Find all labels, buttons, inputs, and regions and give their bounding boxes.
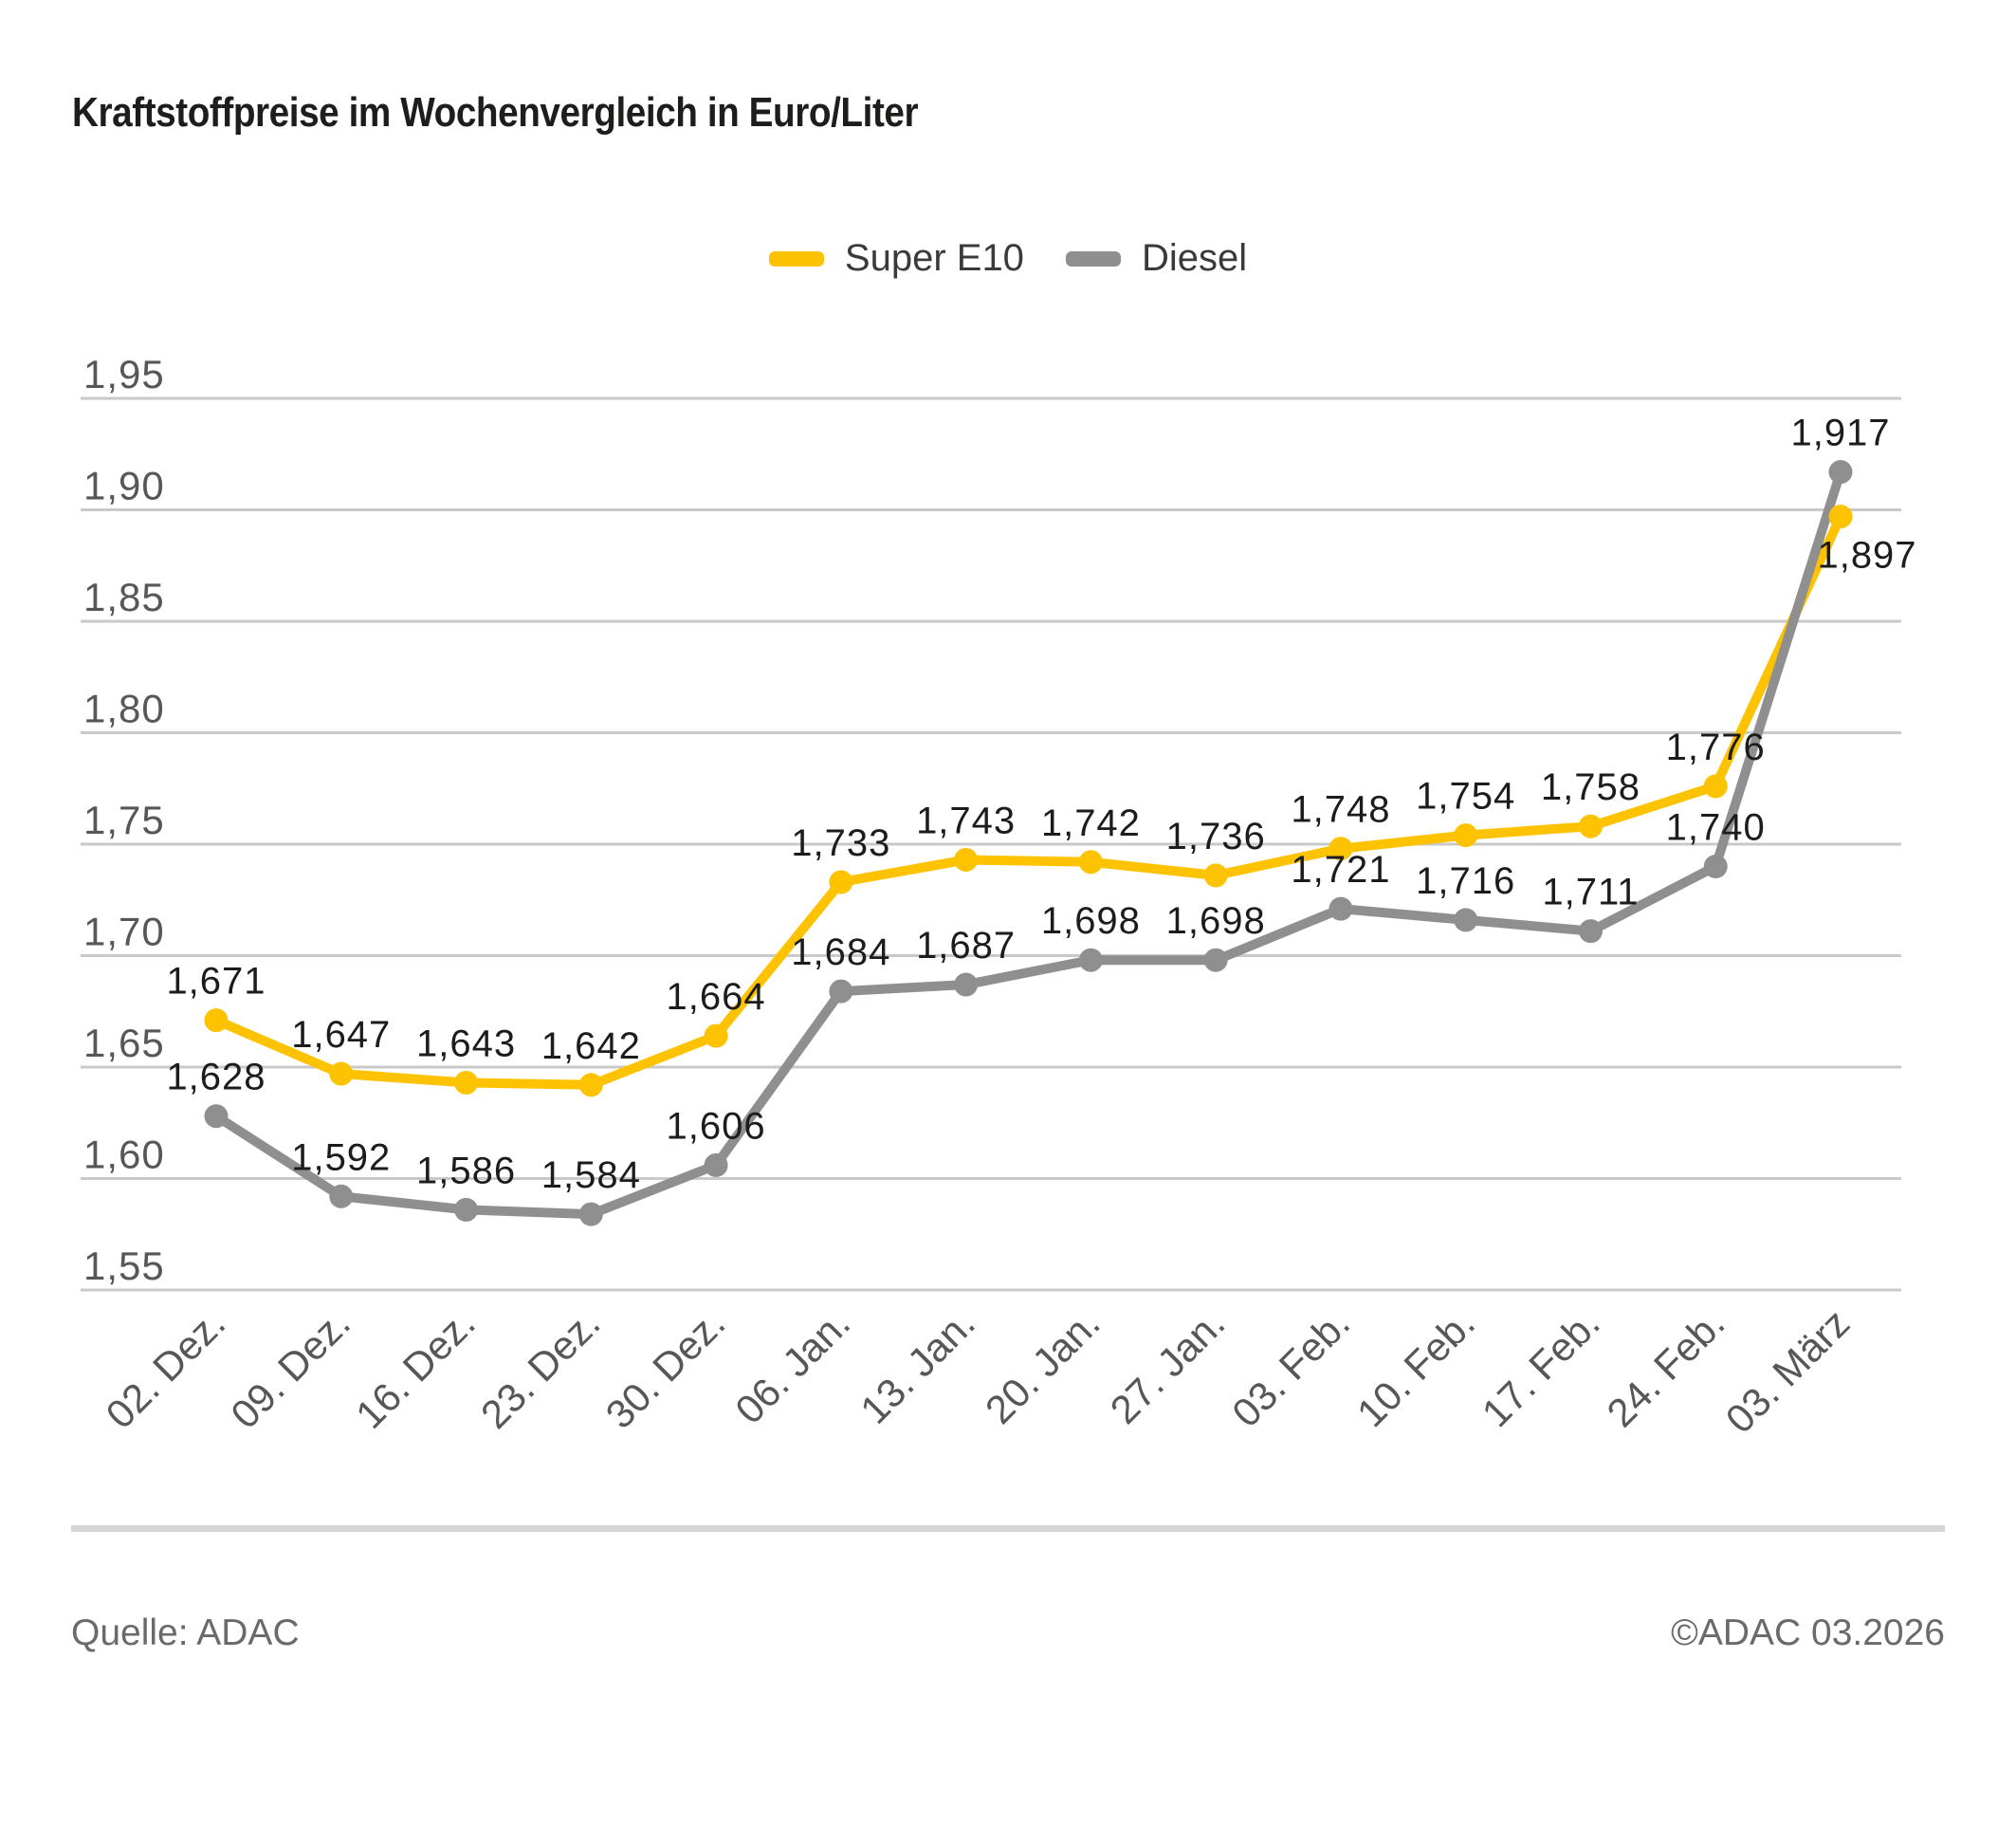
y-tick-label: 1,95 (83, 352, 165, 396)
footer-source: Quelle: ADAC (71, 1612, 300, 1653)
super-e10-value-label: 1,776 (1666, 727, 1766, 768)
diesel-line (211, 467, 1846, 1220)
chart-title-text: Kraftstoffpreise im Wochenvergleich in E… (72, 89, 919, 136)
diesel-value-label: 1,917 (1790, 413, 1890, 454)
super-e10-marker (454, 1070, 479, 1095)
diesel-value-label: 1,698 (1041, 900, 1141, 942)
diesel-marker (1454, 908, 1478, 932)
x-tick-label: 03. März (1717, 1300, 1859, 1442)
super-e10-marker (329, 1061, 354, 1086)
y-tick-label: 1,75 (83, 798, 165, 842)
x-tick-label: 30. Dez. (597, 1300, 734, 1437)
diesel-marker (1203, 948, 1228, 972)
diesel-value-label: 1,586 (416, 1150, 516, 1191)
super-e10-value-label: 1,743 (916, 800, 1016, 841)
super-e10-marker (204, 1008, 229, 1033)
diesel-value-label: 1,628 (166, 1057, 266, 1098)
super-e10-value-label: 1,671 (166, 961, 266, 1003)
diesel-value-label: 1,711 (1542, 872, 1639, 913)
diesel-marker (1078, 948, 1103, 972)
legend-swatch-diesel-icon (1065, 250, 1121, 267)
diesel-marker (954, 972, 979, 997)
diesel-marker (1578, 919, 1603, 944)
super-e10-marker (1078, 850, 1103, 875)
legend-label-diesel: Diesel (1141, 237, 1248, 279)
y-tick-label: 1,60 (83, 1133, 165, 1177)
x-tick-label: 10. Feb. (1348, 1300, 1483, 1435)
x-tick-label: 09. Dez. (222, 1300, 358, 1437)
super-e10-marker (1454, 823, 1478, 848)
super-e10-value-label: 1,733 (791, 822, 890, 864)
diesel-value-label: 1,606 (667, 1105, 766, 1147)
super-e10-value-label: 1,647 (291, 1014, 391, 1056)
super-e10-marker (704, 1023, 728, 1048)
super-e10-value-label: 1,643 (416, 1023, 516, 1064)
x-tick-label: 06. Jan. (726, 1300, 858, 1432)
legend-item-super-e10: Super E10 (768, 237, 1024, 280)
legend-label-super-e10: Super E10 (844, 237, 1024, 279)
x-tick-label: 24. Feb. (1598, 1300, 1732, 1435)
super-e10-value-label: 1,736 (1166, 816, 1266, 857)
diesel-value-label: 1,740 (1666, 807, 1766, 849)
diesel-value-label: 1,716 (1416, 860, 1515, 902)
super-e10-marker (1578, 814, 1603, 838)
x-tick-label: 13. Jan. (852, 1300, 983, 1432)
x-tick-label: 03. Feb. (1223, 1300, 1358, 1435)
super-e10-marker (1703, 774, 1728, 799)
diesel-value-label: 1,684 (791, 931, 890, 973)
super-e10-marker (1203, 863, 1228, 888)
super-e10-value-label: 1,642 (541, 1025, 641, 1067)
diesel-value-label: 1,687 (916, 925, 1016, 967)
y-tick-label: 1,55 (83, 1244, 165, 1288)
diesel-marker (204, 1104, 229, 1129)
diesel-marker (829, 979, 853, 1004)
super-e10-value-label: 1,758 (1541, 766, 1640, 808)
super-e10-value-label: 1,748 (1291, 789, 1390, 831)
diesel-value-label: 1,698 (1166, 900, 1266, 942)
diesel-marker (454, 1197, 479, 1222)
super-e10-value-label: 1,742 (1041, 802, 1141, 844)
x-tick-label: 27. Jan. (1102, 1300, 1234, 1432)
legend-swatch-super-e10-icon (768, 250, 824, 267)
y-tick-label: 1,70 (83, 910, 165, 954)
y-tick-label: 1,90 (83, 464, 165, 508)
super-e10-marker (1329, 837, 1353, 861)
price-line-chart: 1,95 1,90 1,85 1,80 1,75 1,70 1,65 1,60 1,55 02. … (81, 352, 1916, 1442)
diesel-value-label: 1,584 (541, 1154, 641, 1196)
y-tick-label: 1,80 (83, 687, 165, 731)
diesel-marker (1828, 460, 1853, 485)
footer-divider (71, 1525, 1945, 1532)
footer-copyright: ©ADAC 03.2026 (1671, 1612, 1945, 1653)
x-tick-label: 02. Dez. (98, 1300, 234, 1437)
diesel-marker (1703, 855, 1728, 878)
legend-item-diesel: Diesel (1065, 237, 1248, 280)
super-e10-value-label: 1,664 (667, 976, 766, 1018)
super-e10-marker (954, 847, 979, 872)
diesel-marker (578, 1202, 603, 1226)
diesel-marker (329, 1184, 354, 1208)
super-e10-value-label: 1,897 (1817, 535, 1916, 577)
super-e10-line (211, 511, 1846, 1090)
y-tick-label: 1,65 (83, 1021, 165, 1065)
chart-title: Kraftstoffpreise im Wochenvergleich in E… (72, 89, 919, 137)
legend: Super E10 Diesel (0, 237, 2016, 280)
diesel-value-label: 1,721 (1291, 849, 1390, 891)
diesel-value-label: 1,592 (291, 1136, 391, 1178)
x-tick-label: 17. Feb. (1474, 1300, 1608, 1435)
diesel-marker (704, 1152, 728, 1177)
super-e10-marker (578, 1073, 603, 1097)
super-e10-value-label: 1,754 (1416, 776, 1515, 818)
super-e10-marker (1828, 505, 1853, 529)
x-tick-label: 20. Jan. (977, 1300, 1109, 1432)
x-tick-label: 23. Dez. (472, 1300, 609, 1437)
y-tick-label: 1,85 (83, 575, 165, 619)
super-e10-marker (829, 870, 853, 894)
diesel-marker (1329, 896, 1353, 921)
x-tick-label: 16. Dez. (347, 1300, 484, 1437)
